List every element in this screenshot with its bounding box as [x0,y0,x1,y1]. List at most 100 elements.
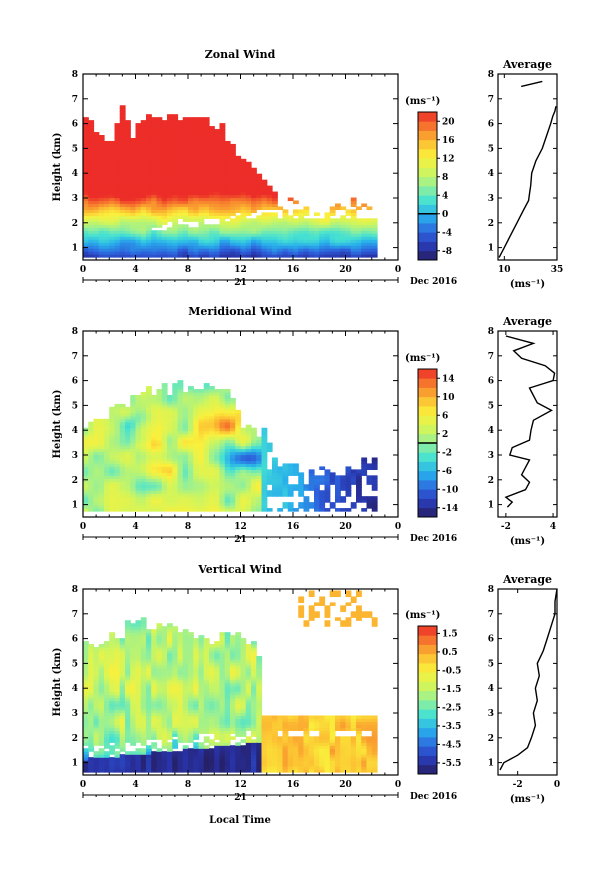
heatmap-cell [83,428,89,432]
heatmap-cell [351,198,357,202]
heatmap-cell [188,386,194,390]
colorbar-segment [418,425,437,435]
avg-xlabel: (ms⁻¹) [510,279,545,290]
heatmap-cell [88,644,94,648]
avg-y-tick-label: 4 [488,169,494,179]
colorbar-segment [418,397,437,407]
heatmap-cell [130,138,136,142]
heatmap-cell [141,617,147,621]
heatmap-cell [183,224,189,228]
heatmap-cell [136,748,142,752]
heatmap-cell [204,224,210,228]
colorbar-segment [418,195,437,205]
heatmap-cell [230,745,236,749]
x-tick-label: 12 [234,522,247,532]
heatmap-cell [288,484,294,488]
heatmap-cell [188,227,194,231]
heatmap-cell [277,508,283,512]
y-tick-label: 7 [72,95,78,105]
heatmap-cell [178,751,184,755]
heatmap-cell [304,206,310,210]
heatmap-cell [251,428,257,432]
average-line-segment [521,81,542,86]
heatmap-cell [235,410,241,414]
heatmap-cell [283,209,289,213]
colorbar-segment [418,406,437,416]
heatmap-cell [193,638,199,642]
colorbar-segment [418,471,437,481]
month-label: Dec 2016 [410,534,457,544]
heatmap-cell [209,126,215,130]
colorbar-segment [418,499,437,509]
heatmap-cell [288,502,294,506]
heatmap-cell [104,419,110,423]
heatmap-cell [178,224,184,228]
heatmap-cell [193,117,199,121]
heatmap-cell [256,174,262,178]
y-tick-label: 5 [72,144,78,154]
heatmap-cell [277,206,283,210]
heatmap-cell [272,212,278,216]
meridional-heatmap [83,380,378,512]
colorbar-segment [418,489,437,499]
heatmap-cell [157,389,163,393]
colorbar-segment [418,168,437,178]
x-tick-label: 4 [132,522,138,532]
x-tick-label: 0 [80,265,86,275]
avg-y-tick-label: 3 [488,451,494,461]
colorbar-tick-label: 2 [442,430,448,440]
heatmap-cell [162,626,168,630]
heatmap-cell [293,218,299,222]
heatmap-cell [109,745,115,749]
colorbar-tick-label: -4 [442,228,452,238]
colorbar-segment [418,223,437,233]
heatmap-cell [151,395,157,399]
heatmap-cell [246,218,252,222]
heatmap-cell [346,508,352,512]
heatmap-cell [340,508,346,512]
avg-y-tick-label: 4 [488,426,494,436]
heatmap-cell [267,186,273,190]
colorbar-segment [418,177,437,187]
heatmap-cell [319,475,325,479]
heatmap-cell [267,508,273,512]
heatmap-cell [283,502,289,506]
colorbar-tick-label: 0 [442,210,448,220]
x-tick-label: 8 [185,265,191,275]
x-tick-label: 12 [234,265,247,275]
colorbar-tick-label: 10 [442,393,455,403]
heatmap-cell [325,469,331,473]
heatmap-cell [330,472,336,476]
heatmap-cell [367,496,373,500]
x-tick-label: 8 [185,522,191,532]
colorbar-segment [418,369,437,379]
heatmap-cell [267,469,273,473]
colorbar-segment [418,186,437,196]
heatmap-cell [241,428,247,432]
heatmap-cell [361,203,367,207]
heatmap-cell [193,389,199,393]
avg-x-tick-label: 4 [550,522,556,532]
heatmap-cell [330,502,336,506]
heatmap-cell [120,105,126,109]
heatmap-cell [99,748,105,752]
heatmap-cell [109,141,115,145]
heatmap-cell [136,123,142,127]
x-tick-label: 16 [287,265,300,275]
heatmap-cell [304,484,310,488]
colorbar-segment [418,378,437,388]
y-tick-label: 3 [72,451,78,461]
heatmap-cell [367,475,373,479]
heatmap-cell [262,212,268,216]
heatmap-cell [335,203,341,207]
heatmap-cell [319,218,325,222]
heatmap-cell [151,230,157,234]
heatmap-cell [361,218,367,222]
colorbar-segment [418,251,437,261]
heatmap-cell [130,751,136,755]
avg-y-tick-label: 8 [488,327,494,337]
